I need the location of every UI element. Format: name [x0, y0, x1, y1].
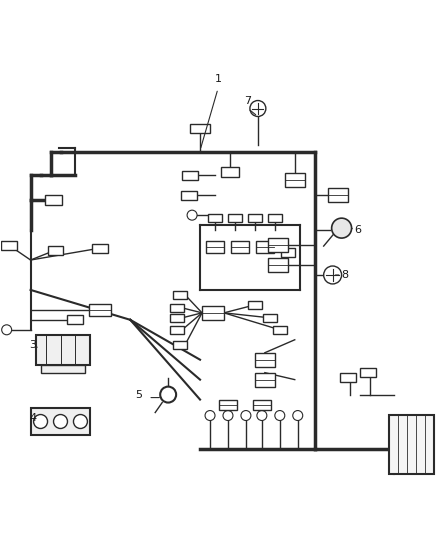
Text: 8: 8	[341, 270, 348, 280]
Bar	[1, 240, 17, 249]
Bar	[248, 301, 262, 309]
Circle shape	[241, 410, 251, 421]
Circle shape	[250, 101, 266, 117]
Text: 4: 4	[29, 413, 36, 423]
Bar	[89, 304, 111, 316]
Bar	[253, 400, 271, 409]
Circle shape	[34, 415, 48, 429]
Bar	[45, 195, 63, 205]
Bar	[268, 238, 288, 252]
Circle shape	[223, 410, 233, 421]
Text: 1: 1	[215, 74, 222, 84]
Circle shape	[74, 415, 88, 429]
Bar	[31, 408, 90, 435]
Bar	[190, 124, 210, 133]
Text: 3: 3	[29, 340, 36, 350]
Bar	[170, 304, 184, 312]
Bar	[173, 341, 187, 349]
Bar	[35, 335, 90, 365]
Bar	[256, 241, 274, 253]
Circle shape	[275, 410, 285, 421]
Bar	[228, 214, 242, 222]
Bar	[273, 326, 287, 334]
Circle shape	[324, 266, 342, 284]
Circle shape	[2, 325, 12, 335]
Bar	[255, 373, 275, 386]
Bar	[268, 214, 282, 222]
Bar	[281, 247, 295, 256]
Bar	[208, 214, 222, 222]
Circle shape	[332, 218, 352, 238]
Bar	[221, 167, 239, 177]
Bar	[170, 326, 184, 334]
Bar	[41, 365, 85, 373]
Bar	[248, 214, 262, 222]
Bar	[219, 400, 237, 409]
Bar	[360, 368, 375, 377]
Bar	[181, 191, 197, 200]
Bar	[67, 316, 83, 324]
Bar	[285, 173, 305, 187]
Bar	[92, 244, 108, 253]
Circle shape	[257, 410, 267, 421]
Text: 5: 5	[135, 390, 142, 400]
Bar	[170, 314, 184, 322]
Bar	[206, 241, 224, 253]
Bar	[328, 188, 348, 202]
Bar	[389, 415, 434, 474]
Bar	[268, 258, 288, 272]
Circle shape	[160, 386, 176, 402]
Bar	[339, 373, 356, 382]
Bar	[48, 246, 64, 255]
Circle shape	[187, 210, 197, 220]
Bar	[182, 171, 198, 180]
Text: 7: 7	[244, 95, 251, 106]
Bar	[231, 241, 249, 253]
Text: 6: 6	[354, 225, 361, 235]
Circle shape	[205, 410, 215, 421]
Bar	[263, 314, 277, 322]
Circle shape	[293, 410, 303, 421]
Bar	[173, 291, 187, 299]
Circle shape	[53, 415, 67, 429]
Bar	[255, 353, 275, 367]
Bar	[202, 306, 224, 320]
